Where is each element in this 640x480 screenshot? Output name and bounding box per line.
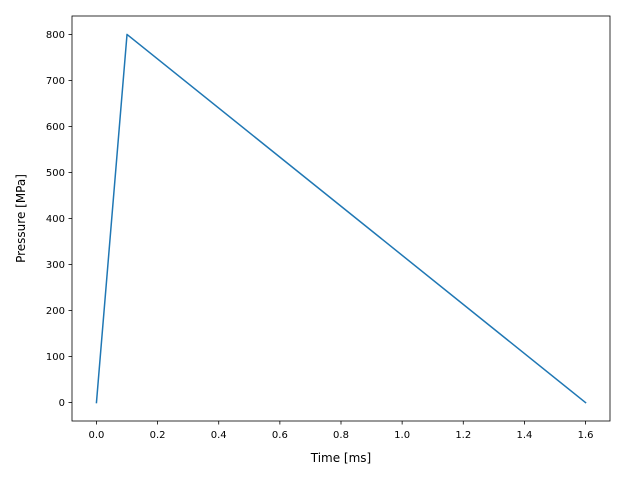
y-tick-label: 300	[46, 260, 65, 271]
x-axis-label: Time [ms]	[310, 451, 372, 465]
y-axis-label: Pressure [MPa]	[14, 174, 28, 263]
plot-area-frame	[71, 15, 611, 422]
series-layer	[95, 33, 587, 404]
x-tick-label: 0.0	[89, 430, 105, 441]
x-tick-label: 1.4	[516, 430, 532, 441]
series-line	[95, 33, 587, 404]
y-tick-label: 700	[46, 76, 65, 87]
x-tick-label: 1.6	[578, 430, 594, 441]
x-tick-label: 1.2	[455, 430, 471, 441]
x-tick-label: 0.6	[272, 430, 288, 441]
x-tick-label: 1.0	[394, 430, 410, 441]
y-tick-label: 100	[46, 352, 65, 363]
y-tick-label: 500	[46, 168, 65, 179]
x-tick-label: 0.4	[211, 430, 227, 441]
x-tick-label: 0.8	[333, 430, 349, 441]
y-tick-label: 800	[46, 30, 65, 41]
y-tick-label: 0	[59, 398, 65, 409]
x-tick-label: 0.2	[150, 430, 166, 441]
ticks-layer: 0.0 0.2 0.4 0.6 0.8 1.0 1.2 1.4 1.6 0 100 200 300 400…	[46, 30, 594, 441]
y-tick-label: 600	[46, 122, 65, 133]
y-tick-label: 400	[46, 214, 65, 225]
y-tick-label: 200	[46, 306, 65, 317]
